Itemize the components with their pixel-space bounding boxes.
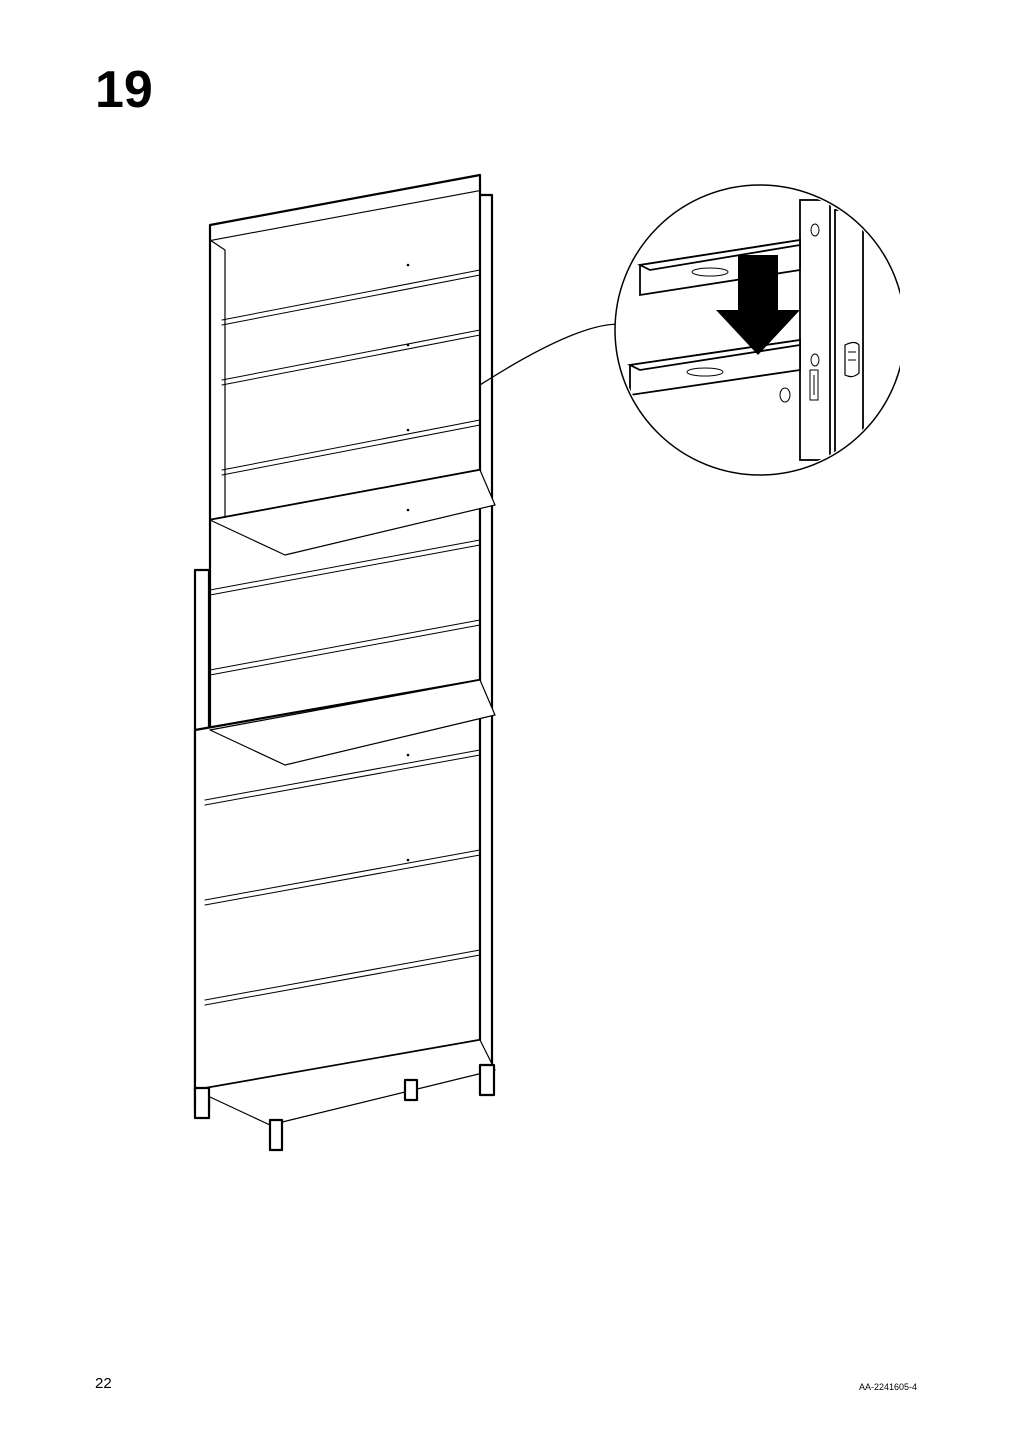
page-number: 22 [95, 1375, 112, 1392]
assembly-diagram [150, 170, 900, 1170]
document-id: AA-2241605-4 [859, 1382, 917, 1392]
step-number: 19 [95, 60, 153, 120]
